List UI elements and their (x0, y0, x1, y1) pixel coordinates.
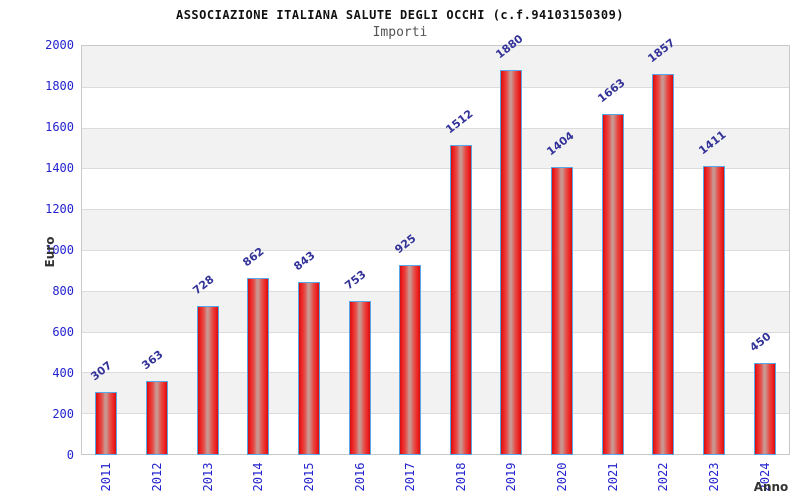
x-tick-label: 2011 (99, 462, 114, 492)
x-tick-label: 2012 (149, 462, 164, 492)
y-tick-label: 1200 (45, 202, 74, 216)
y-tick-label: 800 (52, 284, 74, 298)
x-tick-label: 2016 (352, 462, 367, 492)
bar-2013 (196, 305, 219, 455)
chart-subtitle: Importi (372, 25, 428, 40)
bar-2018 (449, 145, 472, 455)
plot-band-white (82, 331, 789, 373)
bar-2011 (95, 392, 118, 455)
bar-2020 (551, 167, 574, 455)
plot-band-white (82, 86, 789, 128)
bar-2015 (297, 282, 320, 455)
x-tick-label: 2017 (403, 462, 418, 492)
x-tick-label: 2023 (707, 462, 722, 492)
y-tick-label: 1600 (45, 120, 74, 134)
bar-2016 (348, 300, 371, 455)
y-tick-label: 1400 (45, 161, 74, 175)
plot-band-gray (82, 209, 789, 250)
plot-area (81, 45, 790, 455)
x-tick-label: 2019 (504, 462, 519, 492)
plot-band-gray (82, 46, 789, 87)
y-tick-label: 1000 (45, 243, 74, 257)
bar-2024 (753, 362, 776, 455)
y-axis-title: Euro (43, 236, 57, 268)
plot-band-gray (82, 372, 789, 414)
x-tick-label: 2018 (453, 462, 468, 492)
y-tick-label: 2000 (45, 38, 74, 52)
plot-band-gray (82, 127, 789, 169)
y-tick-label: 1800 (45, 79, 74, 93)
y-tick-label: 600 (52, 325, 74, 339)
x-tick-label: 2020 (555, 462, 570, 492)
plot-band-white (82, 413, 789, 454)
x-axis-title: Anno (753, 480, 789, 494)
x-tick-label: 2014 (251, 462, 266, 492)
plot-band-gray (82, 290, 789, 332)
y-tick-label: 200 (52, 407, 74, 421)
bar-2023 (703, 165, 726, 455)
bar-2019 (500, 69, 523, 455)
x-tick-label: 2021 (605, 462, 620, 492)
x-tick-label: 2013 (200, 462, 215, 492)
bar-2014 (247, 278, 270, 455)
bar-2021 (601, 114, 624, 455)
bar-2012 (145, 380, 168, 455)
y-tick-label: 400 (52, 366, 74, 380)
bar-2017 (399, 265, 422, 455)
bar-2022 (652, 74, 675, 455)
plot-band-white (82, 168, 789, 210)
y-tick-label: 0 (66, 448, 74, 462)
x-tick-label: 2022 (656, 462, 671, 492)
x-tick-label: 2015 (301, 462, 316, 492)
chart-title: ASSOCIAZIONE ITALIANA SALUTE DEGLI OCCHI… (175, 8, 625, 22)
plot-band-white (82, 250, 789, 291)
